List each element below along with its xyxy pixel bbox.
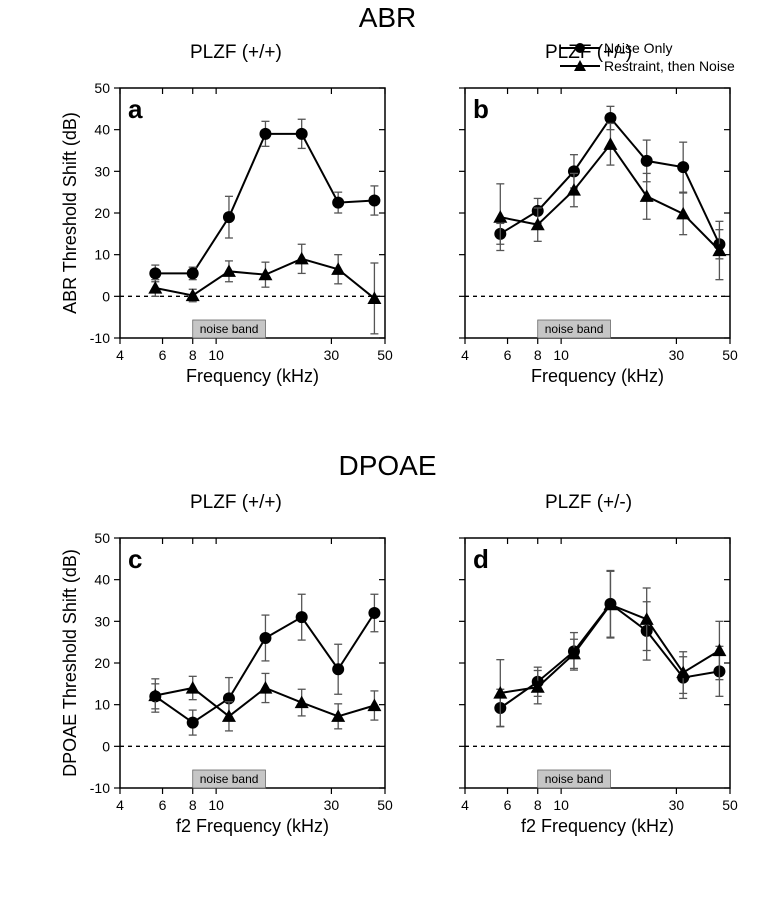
svg-text:40: 40 bbox=[94, 572, 110, 588]
svg-text:8: 8 bbox=[189, 347, 197, 363]
svg-text:50: 50 bbox=[377, 797, 393, 813]
svg-text:-10: -10 bbox=[90, 780, 110, 796]
svg-text:6: 6 bbox=[159, 797, 167, 813]
svg-text:8: 8 bbox=[534, 797, 542, 813]
svg-text:f2 Frequency (kHz): f2 Frequency (kHz) bbox=[176, 816, 329, 836]
svg-text:0: 0 bbox=[102, 738, 110, 754]
section-title-dpoae: DPOAE bbox=[0, 450, 775, 482]
svg-text:-10: -10 bbox=[90, 330, 110, 346]
svg-text:6: 6 bbox=[504, 347, 512, 363]
svg-text:8: 8 bbox=[189, 797, 197, 813]
figure-container: ABR PLZF (+/+) PLZF (+/-) Noise Only Res… bbox=[0, 0, 775, 900]
subtitle-d: PLZF (+/-) bbox=[545, 492, 632, 514]
svg-text:30: 30 bbox=[669, 347, 685, 363]
chart-panel-a: -10 0 10 20 30 40 50 4 6 8 10 30 50 noise band Frequen… bbox=[60, 70, 395, 400]
chart-panel-b: 468103050noise bandFrequency (kHz)b bbox=[405, 70, 740, 400]
svg-text:4: 4 bbox=[116, 797, 124, 813]
section-title-abr: ABR bbox=[0, 2, 775, 34]
svg-text:20: 20 bbox=[94, 205, 110, 221]
svg-text:DPOAE Threshold Shift (dB): DPOAE Threshold Shift (dB) bbox=[60, 549, 80, 777]
svg-text:50: 50 bbox=[722, 797, 738, 813]
chart-panel-c: -10 0 10 20 30 40 50 4 6 8 10 30 50 noise band f2 Freq… bbox=[60, 520, 395, 850]
svg-text:Frequency (kHz): Frequency (kHz) bbox=[531, 366, 664, 386]
svg-text:20: 20 bbox=[94, 655, 110, 671]
subtitle-a: PLZF (+/+) bbox=[190, 42, 282, 64]
svg-text:f2 Frequency (kHz): f2 Frequency (kHz) bbox=[521, 816, 674, 836]
svg-text:10: 10 bbox=[94, 697, 110, 713]
svg-text:ABR Threshold Shift (dB): ABR Threshold Shift (dB) bbox=[60, 112, 80, 314]
svg-text:50: 50 bbox=[377, 347, 393, 363]
legend-label-noise-only: Noise Only bbox=[604, 40, 672, 56]
svg-text:30: 30 bbox=[324, 797, 340, 813]
svg-text:40: 40 bbox=[94, 122, 110, 138]
svg-text:30: 30 bbox=[94, 163, 110, 179]
svg-text:noise band: noise band bbox=[545, 772, 604, 786]
svg-text:6: 6 bbox=[504, 797, 512, 813]
svg-text:30: 30 bbox=[94, 613, 110, 629]
legend-row-noise-only: Noise Only bbox=[560, 40, 735, 56]
svg-text:4: 4 bbox=[461, 347, 469, 363]
svg-text:noise band: noise band bbox=[200, 772, 259, 786]
svg-text:0: 0 bbox=[102, 288, 110, 304]
svg-text:noise band: noise band bbox=[545, 322, 604, 336]
svg-text:Frequency (kHz): Frequency (kHz) bbox=[186, 366, 319, 386]
svg-text:30: 30 bbox=[669, 797, 685, 813]
svg-text:10: 10 bbox=[208, 797, 224, 813]
chart-panel-d: 468103050noise bandf2 Frequency (kHz)d bbox=[405, 520, 740, 850]
svg-text:10: 10 bbox=[208, 347, 224, 363]
svg-text:30: 30 bbox=[324, 347, 340, 363]
svg-text:4: 4 bbox=[116, 347, 124, 363]
svg-text:10: 10 bbox=[94, 247, 110, 263]
svg-text:8: 8 bbox=[534, 347, 542, 363]
svg-text:6: 6 bbox=[159, 347, 167, 363]
svg-text:10: 10 bbox=[553, 347, 569, 363]
subtitle-c: PLZF (+/+) bbox=[190, 492, 282, 514]
svg-text:50: 50 bbox=[94, 80, 110, 96]
svg-text:50: 50 bbox=[94, 530, 110, 546]
svg-text:50: 50 bbox=[722, 347, 738, 363]
svg-text:10: 10 bbox=[553, 797, 569, 813]
svg-text:noise band: noise band bbox=[200, 322, 259, 336]
svg-text:4: 4 bbox=[461, 797, 469, 813]
